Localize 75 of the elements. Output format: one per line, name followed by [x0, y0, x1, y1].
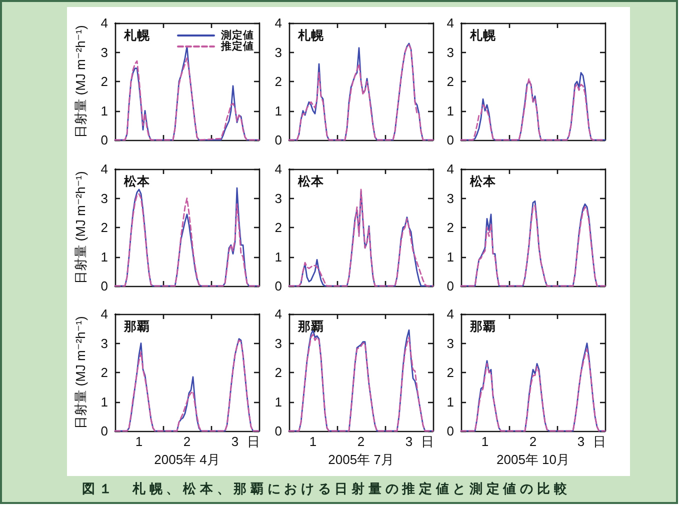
x-tick-label: 3 — [231, 434, 239, 449]
text: 日 — [247, 434, 260, 449]
y-tick-label: 2 — [274, 74, 282, 89]
y-tick-label: 4 — [100, 16, 108, 30]
y-tick-label: 3 — [274, 190, 282, 206]
chart-title: 松本 — [469, 174, 497, 188]
text: 図１ 札幌、松本、那覇における日射量の推定値と測定値の比較 — [82, 481, 571, 497]
y-tick-label: 2 — [274, 220, 282, 235]
y-tick-label: 0 — [446, 278, 454, 294]
x-tick-label: 1 — [135, 434, 143, 449]
x-tick-label: 3 — [405, 434, 413, 449]
x-tick-label: 2 — [357, 434, 365, 449]
y-tick-label: 2 — [274, 365, 282, 380]
y-tick-label: 2 — [100, 365, 108, 380]
y-tick-label: 3 — [100, 336, 108, 351]
y-tick-label: 3 — [446, 336, 454, 351]
chart-title: 松本 — [123, 174, 151, 188]
chart-title: 松本 — [297, 174, 325, 188]
y-tick-label: 1 — [446, 249, 454, 264]
x-tick-label: 3 — [577, 434, 585, 449]
y-tick-label: 2 — [446, 74, 454, 89]
y-tick-label: 0 — [274, 278, 282, 294]
chart-title: 那覇 — [123, 320, 150, 334]
x-tick-label: 2 — [183, 434, 191, 449]
y-tick-label: 3 — [446, 44, 454, 60]
x-tick-label: 1 — [309, 434, 317, 449]
y-tick-label: 0 — [100, 278, 108, 294]
y-tick-label: 1 — [274, 394, 282, 410]
legend-label: 推定値 — [220, 40, 254, 52]
y-axis-title: 日射量 (MJ m⁻²h⁻¹) — [73, 171, 88, 284]
y-tick-label: 1 — [446, 103, 454, 118]
y-tick-label: 0 — [100, 132, 108, 148]
y-tick-label: 4 — [446, 306, 454, 322]
y-tick-label: 4 — [274, 306, 282, 322]
y-tick-label: 1 — [446, 394, 454, 410]
chart-title: 札幌 — [123, 28, 151, 42]
y-axis-title: 日射量 (MJ m⁻²h⁻¹) — [73, 316, 88, 429]
x-tick-label: 2 — [529, 434, 537, 449]
y-tick-label: 0 — [100, 424, 108, 438]
x-tick-label: 1 — [481, 434, 489, 449]
y-tick-label: 0 — [446, 132, 454, 148]
x-axis-title: 2005年 10月 — [496, 452, 570, 467]
x-axis-title: 2005年 7月 — [328, 452, 394, 467]
chart-title: 札幌 — [297, 28, 325, 42]
y-tick-label: 1 — [274, 103, 282, 118]
x-axis-title: 2005年 4月 — [154, 452, 220, 467]
y-tick-label: 1 — [100, 394, 108, 410]
y-tick-label: 1 — [274, 249, 282, 264]
y-tick-label: 1 — [100, 249, 108, 264]
y-tick-label: 3 — [274, 336, 282, 351]
y-tick-label: 4 — [446, 162, 454, 176]
legend-label: 測定値 — [220, 28, 254, 42]
y-tick-label: 4 — [446, 16, 454, 30]
text: 日 — [421, 434, 434, 449]
text: 日 — [593, 434, 606, 449]
y-axis-title: 日射量 (MJ m⁻²h⁻¹) — [73, 25, 88, 138]
chart-title: 札幌 — [469, 28, 497, 42]
y-tick-label: 1 — [100, 103, 108, 118]
y-tick-label: 2 — [100, 220, 108, 235]
y-tick-label: 3 — [100, 44, 108, 60]
y-tick-label: 3 — [100, 190, 108, 206]
chart-title: 那覇 — [297, 320, 324, 334]
y-tick-label: 2 — [100, 74, 108, 89]
y-tick-label: 2 — [446, 365, 454, 380]
y-tick-label: 4 — [100, 306, 108, 322]
y-tick-label: 4 — [274, 162, 282, 176]
y-tick-label: 4 — [100, 162, 108, 176]
y-tick-label: 3 — [446, 190, 454, 206]
y-tick-label: 0 — [274, 132, 282, 148]
y-tick-label: 0 — [446, 424, 454, 438]
y-tick-label: 3 — [274, 44, 282, 60]
y-tick-label: 0 — [274, 424, 282, 438]
y-tick-label: 4 — [274, 16, 282, 30]
y-tick-label: 2 — [446, 220, 454, 235]
chart-title: 那覇 — [469, 320, 496, 334]
